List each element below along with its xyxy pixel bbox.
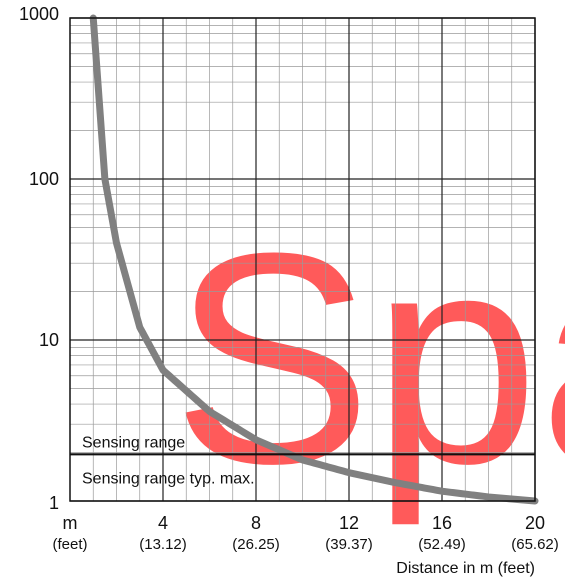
x-tick-label: 12 [339,513,359,533]
sensing-range-max-label: Sensing range typ. max. [82,471,255,488]
y-tick-label: 10 [39,330,59,350]
x-tick-sublabel: (39.37) [325,536,373,553]
x-tick-label: 8 [251,513,261,533]
x-tick-sublabel: (52.49) [418,536,466,553]
series-line [89,14,539,505]
x-axis-title: Distance in m (feet) [396,560,535,577]
minor-gridlines [70,18,535,501]
reference-lines: Sensing range Sensing range typ. max. [70,434,535,488]
x-tick-label: 16 [432,513,452,533]
y-axis-ticks: 1 10 100 1000 [19,4,59,513]
x-tick-label: 20 [525,513,545,533]
x-tick-sublabel: (26.25) [232,536,280,553]
x-tick-sublabel: (65.62) [511,536,559,553]
x-axis-ticks: 4 (13.12) 8 (26.25) 12 (39.37) 16 (52.49) 20 (65.… [139,513,559,553]
x-tick-sublabel: (13.12) [139,536,187,553]
plot-frame [69,17,536,502]
x-unit-label: m [63,513,78,533]
x-unit-sublabel: (feet) [52,536,87,553]
series-layer [89,14,539,505]
y-tick-label: 1000 [19,4,59,24]
y-tick-label: 100 [29,169,59,189]
sensing-range-label: Sensing range [82,434,185,451]
y-tick-label: 1 [49,493,59,513]
x-tick-label: 4 [158,513,168,533]
watermark: Spa [172,190,565,528]
watermark-text: Spa [172,190,565,528]
